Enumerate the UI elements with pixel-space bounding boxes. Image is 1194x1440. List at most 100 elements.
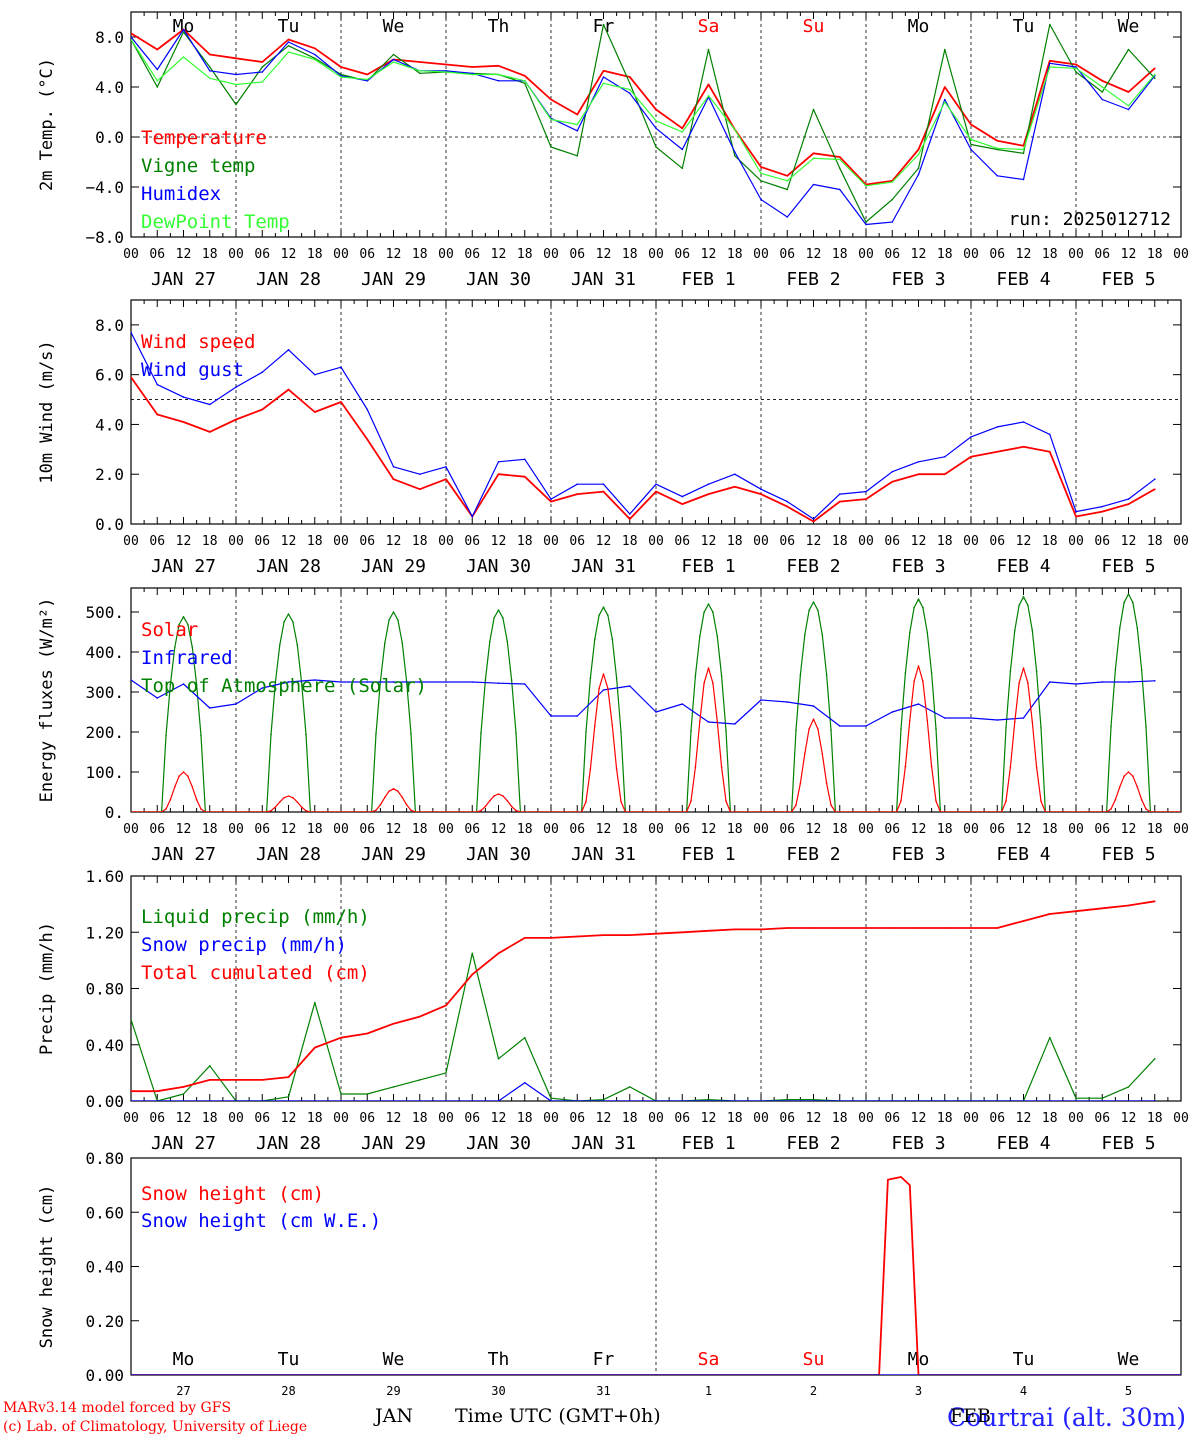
data-point bbox=[366, 1032, 369, 1035]
data-point bbox=[734, 151, 736, 153]
data-point bbox=[926, 631, 929, 634]
data-point bbox=[712, 611, 714, 613]
legend-entry: Wind gust bbox=[141, 359, 244, 381]
data-point bbox=[786, 811, 789, 812]
data-point bbox=[970, 148, 972, 151]
data-point bbox=[808, 728, 810, 730]
data-point bbox=[917, 1100, 920, 1101]
data-point bbox=[659, 811, 662, 812]
data-point bbox=[930, 765, 933, 768]
data-point bbox=[707, 667, 710, 669]
data-point bbox=[917, 598, 920, 600]
data-point bbox=[589, 768, 592, 770]
data-point bbox=[917, 148, 920, 151]
data-point bbox=[970, 927, 972, 929]
data-point bbox=[156, 811, 159, 812]
series-group bbox=[131, 1176, 1181, 1375]
data-point bbox=[497, 609, 500, 611]
date-label: FEB 3 bbox=[891, 269, 945, 290]
data-point bbox=[261, 1100, 264, 1101]
hour-label: 06 bbox=[359, 1111, 375, 1126]
data-point bbox=[620, 800, 622, 803]
data-point bbox=[812, 1098, 815, 1101]
data-point bbox=[471, 73, 474, 76]
hour-label: 06 bbox=[884, 247, 900, 262]
hour-label: 06 bbox=[989, 1111, 1005, 1126]
data-point bbox=[996, 451, 999, 453]
data-point bbox=[156, 413, 159, 416]
data-point bbox=[392, 788, 395, 790]
data-point bbox=[366, 73, 369, 76]
data-point bbox=[707, 1098, 710, 1101]
data-point bbox=[502, 617, 504, 619]
date-label: JAN 28 bbox=[256, 556, 321, 577]
hour-label: 12 bbox=[911, 822, 927, 837]
data-point bbox=[821, 634, 824, 636]
data-point bbox=[349, 811, 351, 812]
hour-label: 00 bbox=[963, 1111, 979, 1126]
data-point bbox=[1101, 91, 1104, 93]
data-point bbox=[314, 53, 316, 56]
hour-label: 00 bbox=[858, 534, 874, 549]
data-point bbox=[1145, 726, 1147, 728]
data-point bbox=[414, 811, 417, 812]
y-tick-label: 0.0 bbox=[95, 515, 124, 534]
hour-label: 18 bbox=[937, 1111, 953, 1126]
data-point bbox=[174, 786, 176, 788]
data-point bbox=[944, 101, 946, 103]
data-point bbox=[1049, 60, 1051, 62]
data-point bbox=[550, 498, 552, 500]
data-point bbox=[397, 790, 399, 792]
y-tick-label: 2.0 bbox=[95, 465, 124, 484]
data-point bbox=[891, 198, 894, 201]
hour-label: 12 bbox=[1016, 534, 1032, 549]
hour-label: 18 bbox=[622, 247, 638, 262]
data-point bbox=[209, 77, 211, 80]
data-point bbox=[944, 456, 946, 458]
weekday-label: Fr bbox=[593, 1349, 615, 1370]
date-label: JAN 28 bbox=[256, 1133, 321, 1154]
data-point bbox=[707, 48, 710, 51]
data-point bbox=[340, 366, 342, 369]
data-point bbox=[996, 1100, 999, 1101]
weekday-label: Su bbox=[803, 16, 825, 37]
data-point bbox=[965, 811, 968, 812]
data-point bbox=[602, 934, 605, 936]
data-point bbox=[992, 811, 994, 812]
data-point bbox=[1127, 503, 1130, 505]
data-point bbox=[786, 180, 789, 182]
data-point bbox=[996, 426, 999, 428]
data-point bbox=[760, 198, 762, 201]
data-point bbox=[944, 48, 946, 51]
data-point bbox=[576, 130, 579, 132]
data-point bbox=[668, 811, 670, 812]
data-point bbox=[760, 1100, 762, 1101]
data-point bbox=[909, 719, 911, 722]
data-point bbox=[327, 811, 329, 812]
data-point bbox=[1127, 105, 1130, 107]
data-point bbox=[366, 681, 369, 683]
data-point bbox=[821, 753, 824, 755]
data-point bbox=[944, 717, 946, 719]
hour-label: 12 bbox=[491, 1111, 507, 1126]
data-point bbox=[996, 719, 999, 721]
data-point bbox=[755, 811, 758, 812]
data-point bbox=[524, 475, 526, 478]
data-point bbox=[165, 734, 167, 737]
hour-label: 18 bbox=[1042, 1111, 1058, 1126]
data-point bbox=[484, 679, 487, 681]
data-point bbox=[244, 811, 246, 812]
hour-label: 18 bbox=[412, 247, 428, 262]
data-point bbox=[366, 78, 369, 81]
data-point bbox=[209, 70, 211, 72]
data-point bbox=[970, 436, 972, 438]
data-point bbox=[1049, 1100, 1051, 1101]
hour-label: 12 bbox=[596, 534, 612, 549]
data-point bbox=[550, 811, 552, 812]
hour-label: 18 bbox=[1042, 822, 1058, 837]
data-point bbox=[515, 732, 517, 734]
data-point bbox=[944, 927, 946, 929]
hour-label: 06 bbox=[464, 534, 480, 549]
date-label: JAN 29 bbox=[361, 269, 426, 290]
data-point bbox=[1049, 433, 1051, 436]
